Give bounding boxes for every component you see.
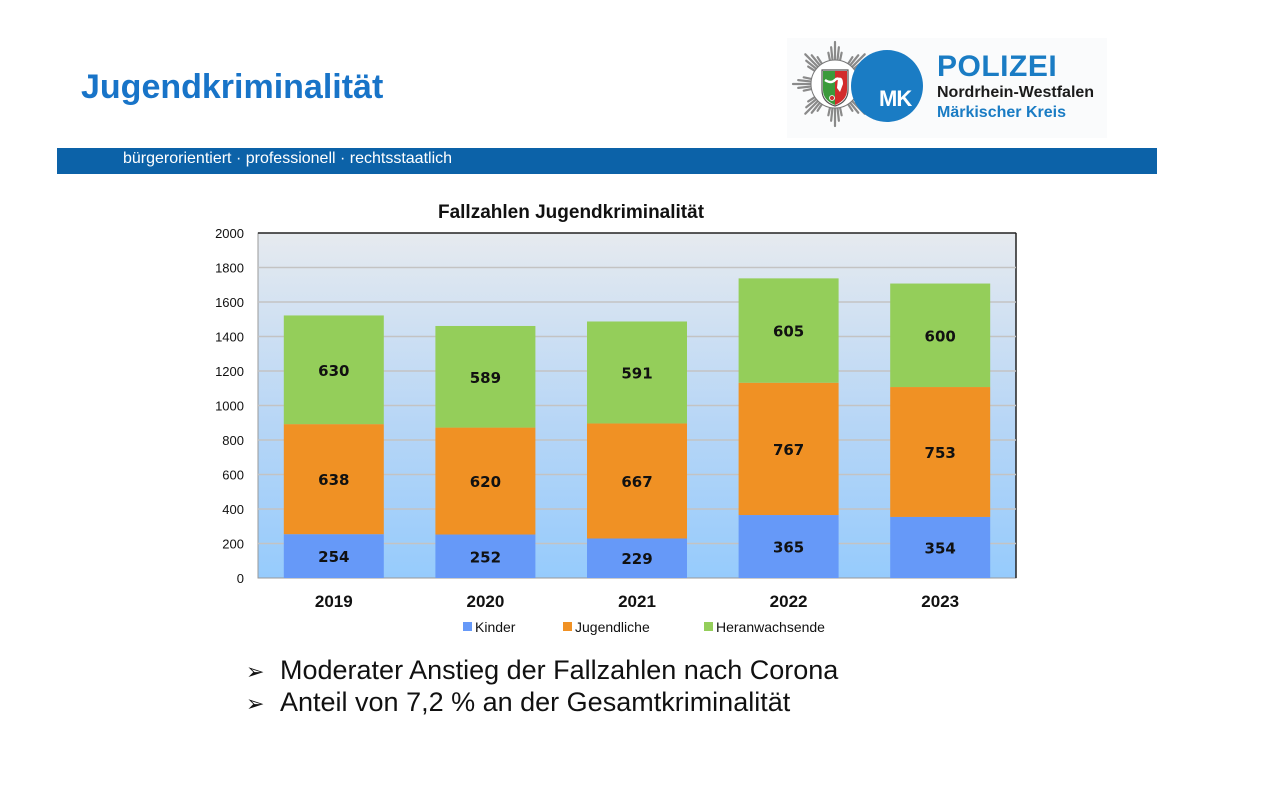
bar-segment-heranwachsende — [435, 325, 536, 428]
bar-segment-kinder — [587, 538, 687, 578]
data-label: 254 — [318, 548, 349, 566]
data-label: 600 — [925, 327, 956, 345]
y-tick-label: 1000 — [215, 399, 244, 414]
data-label: 591 — [621, 364, 652, 382]
y-tick-label: 200 — [222, 537, 244, 552]
legend-swatch-jugendliche — [563, 622, 572, 631]
legend-swatch-heranwachsende — [704, 622, 713, 631]
y-tick-label: 1600 — [215, 295, 244, 310]
y-tick-label: 0 — [237, 571, 244, 586]
data-label: 667 — [621, 473, 652, 491]
bar-segment-kinder — [738, 515, 839, 578]
data-label: 365 — [773, 539, 804, 557]
x-tick-label: 2020 — [466, 592, 504, 611]
x-tick-label: 2021 — [618, 592, 656, 611]
bullet-text: Moderater Anstieg der Fallzahlen nach Co… — [280, 655, 839, 685]
chart-title: Fallzahlen Jugendkriminalität — [438, 202, 705, 223]
bar-segment-kinder — [283, 534, 384, 578]
bar-segment-kinder — [435, 534, 536, 578]
y-tick-label: 400 — [222, 502, 244, 517]
bar-segment-kinder — [890, 516, 991, 578]
data-label: 620 — [470, 473, 501, 491]
tagline-text: bürgerorientiert · professionell · recht… — [123, 150, 453, 167]
legend-label: Heranwachsende — [716, 619, 825, 635]
bar-segment-jugendliche — [890, 387, 991, 517]
data-label: 753 — [925, 444, 956, 462]
data-label: 605 — [773, 323, 804, 341]
bullet-item: ➢ Anteil von 7,2 % an der Gesamtkriminali… — [246, 686, 838, 718]
bullet-text: Anteil von 7,2 % an der Gesamtkriminalit… — [280, 687, 791, 717]
bar-segment-heranwachsende — [283, 315, 384, 425]
bar-segment-jugendliche — [283, 424, 384, 535]
bar-segment-heranwachsende — [890, 283, 991, 388]
logo-polizei-text: POLIZEI — [937, 50, 1058, 83]
data-label: 638 — [318, 471, 349, 489]
arrow-right-icon: ➢ — [246, 659, 265, 684]
legend-swatch-kinder — [463, 622, 472, 631]
y-tick-label: 800 — [222, 433, 244, 448]
y-tick-label: 2000 — [215, 226, 244, 241]
x-tick-label: 2019 — [315, 592, 353, 611]
bullet-list: ➢ Moderater Anstieg der Fallzahlen nach C… — [246, 654, 838, 718]
legend-label: Jugendliche — [575, 619, 650, 635]
y-tick-label: 1400 — [215, 330, 244, 345]
x-tick-label: 2023 — [921, 592, 959, 611]
bar-segment-heranwachsende — [738, 278, 839, 383]
data-label: 354 — [925, 539, 956, 557]
bar-segment-jugendliche — [435, 427, 536, 535]
bullet-item: ➢ Moderater Anstieg der Fallzahlen nach C… — [246, 654, 838, 686]
logo-region-text: Nordrhein-Westfalen — [937, 84, 1095, 101]
y-tick-label: 1800 — [215, 261, 244, 276]
y-tick-label: 600 — [222, 468, 244, 483]
legend-label: Kinder — [475, 619, 516, 635]
polizei-logo: MK POLIZEI Nordrhein-Westfalen Märkische… — [787, 38, 1107, 138]
bar-segment-jugendliche — [587, 423, 687, 539]
mk-badge-circle — [851, 50, 923, 122]
data-label: 252 — [470, 548, 501, 566]
mk-badge-initials: MK — [879, 86, 912, 111]
logo-district-text: Märkischer Kreis — [937, 104, 1066, 121]
page-title: Jugendkriminalität — [81, 68, 384, 106]
bar-segment-jugendliche — [738, 382, 839, 516]
data-label: 630 — [318, 362, 349, 380]
y-tick-label: 1200 — [215, 364, 244, 379]
x-tick-label: 2022 — [770, 592, 808, 611]
tagline-band: bürgerorientiert · professionell · recht… — [57, 148, 1157, 174]
bar-segment-heranwachsende — [587, 321, 687, 424]
data-label: 589 — [470, 369, 501, 387]
data-label: 229 — [621, 550, 652, 568]
arrow-right-icon: ➢ — [246, 691, 265, 716]
data-label: 767 — [773, 441, 804, 459]
